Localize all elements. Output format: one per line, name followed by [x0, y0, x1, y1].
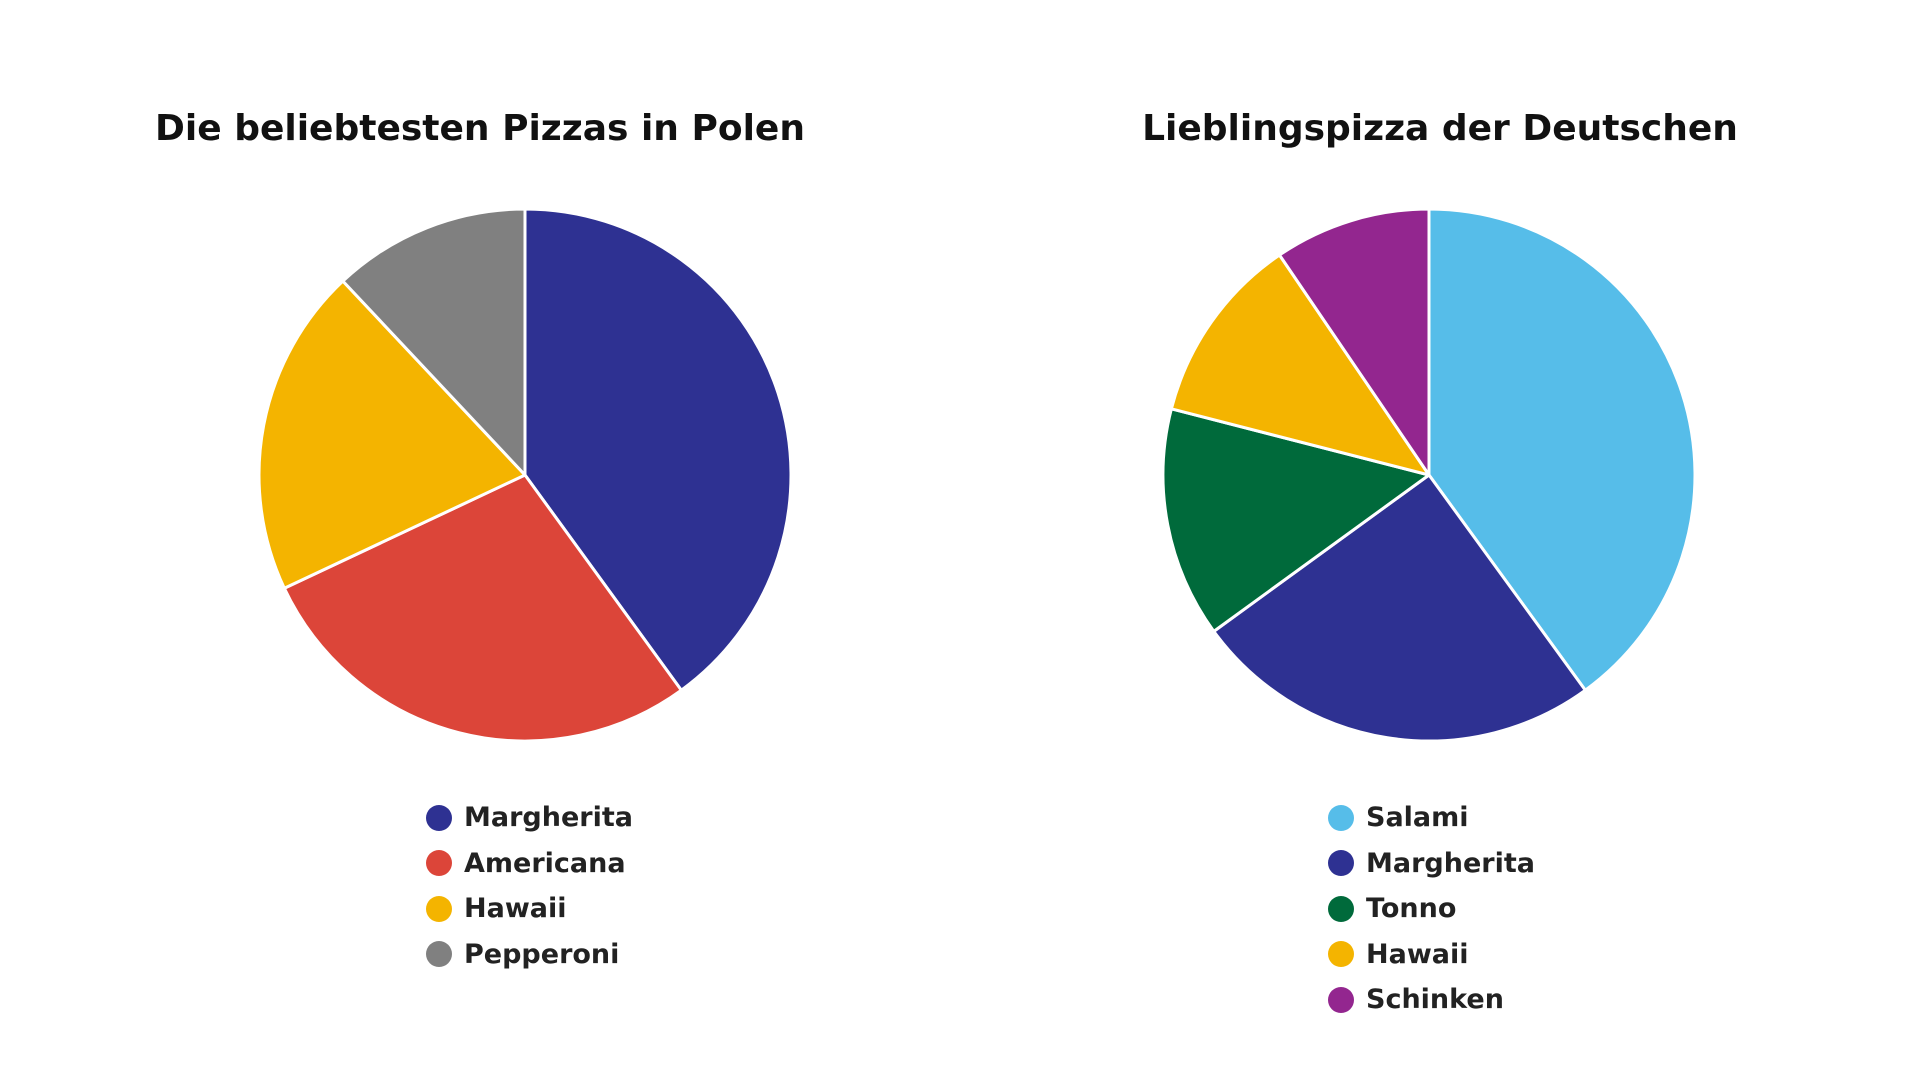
legend-label: Americana — [464, 847, 626, 879]
legend-item-margherita: Margherita — [1328, 841, 1535, 887]
legend-polen: Margherita Americana Hawaii Pepperoni — [426, 795, 633, 977]
pie-chart-deutschen — [1161, 207, 1697, 743]
pie-slice-pepperoni — [341, 207, 527, 477]
pie-chart-polen — [257, 207, 793, 743]
chart-polen: Die beliebtesten Pizzas in Polen Margher… — [155, 108, 805, 977]
legend-swatch — [1328, 895, 1354, 922]
pie-slice-americana — [282, 473, 683, 743]
chart-deutschen: Lieblingspizza der Deutschen Salami Margh… — [960, 0, 1920, 1080]
legend-label: Margherita — [464, 802, 633, 834]
legend-item-schinken: Schinken — [1328, 977, 1535, 1023]
pie-slice-hawaii — [1169, 253, 1431, 477]
pie-slice-margherita — [523, 207, 793, 692]
chart-title: Die beliebtesten Pizzas in Polen — [155, 108, 805, 149]
legend-label: Salami — [1366, 802, 1469, 834]
legend-label: Tonno — [1366, 893, 1457, 925]
legend-label: Schinken — [1366, 984, 1504, 1016]
legend-item-margherita: Margherita — [426, 795, 633, 841]
legend-swatch — [1328, 986, 1354, 1013]
pie-slice-tonno — [1161, 407, 1431, 633]
chart-title: Lieblingspizza der Deutschen — [1142, 108, 1738, 149]
pie-slice-salami — [1427, 207, 1697, 692]
legend-item-pepperoni: Pepperoni — [426, 932, 633, 978]
legend-item-tonno: Tonno — [1328, 886, 1535, 932]
legend-swatch — [1328, 804, 1354, 831]
legend-deutschen: Salami Margherita Tonno Hawaii Schinken — [1328, 795, 1535, 1023]
legend-item-hawaii: Hawaii — [426, 886, 633, 932]
legend-item-salami: Salami — [1328, 795, 1535, 841]
legend-label: Hawaii — [1366, 938, 1469, 970]
legend-swatch — [1328, 850, 1354, 877]
legend-swatch — [426, 850, 452, 877]
legend-label: Hawaii — [464, 893, 567, 925]
legend-swatch — [426, 804, 452, 831]
pie-slice-hawaii — [257, 279, 527, 590]
legend-swatch — [1328, 941, 1354, 968]
legend-item-hawaii: Hawaii — [1328, 932, 1535, 978]
legend-swatch — [426, 941, 452, 968]
legend-item-americana: Americana — [426, 841, 633, 887]
pie-slice-margherita — [1212, 473, 1587, 743]
legend-swatch — [426, 895, 452, 922]
legend-label: Margherita — [1366, 847, 1535, 879]
pie-slice-schinken — [1277, 207, 1431, 477]
legend-label: Pepperoni — [464, 938, 620, 970]
